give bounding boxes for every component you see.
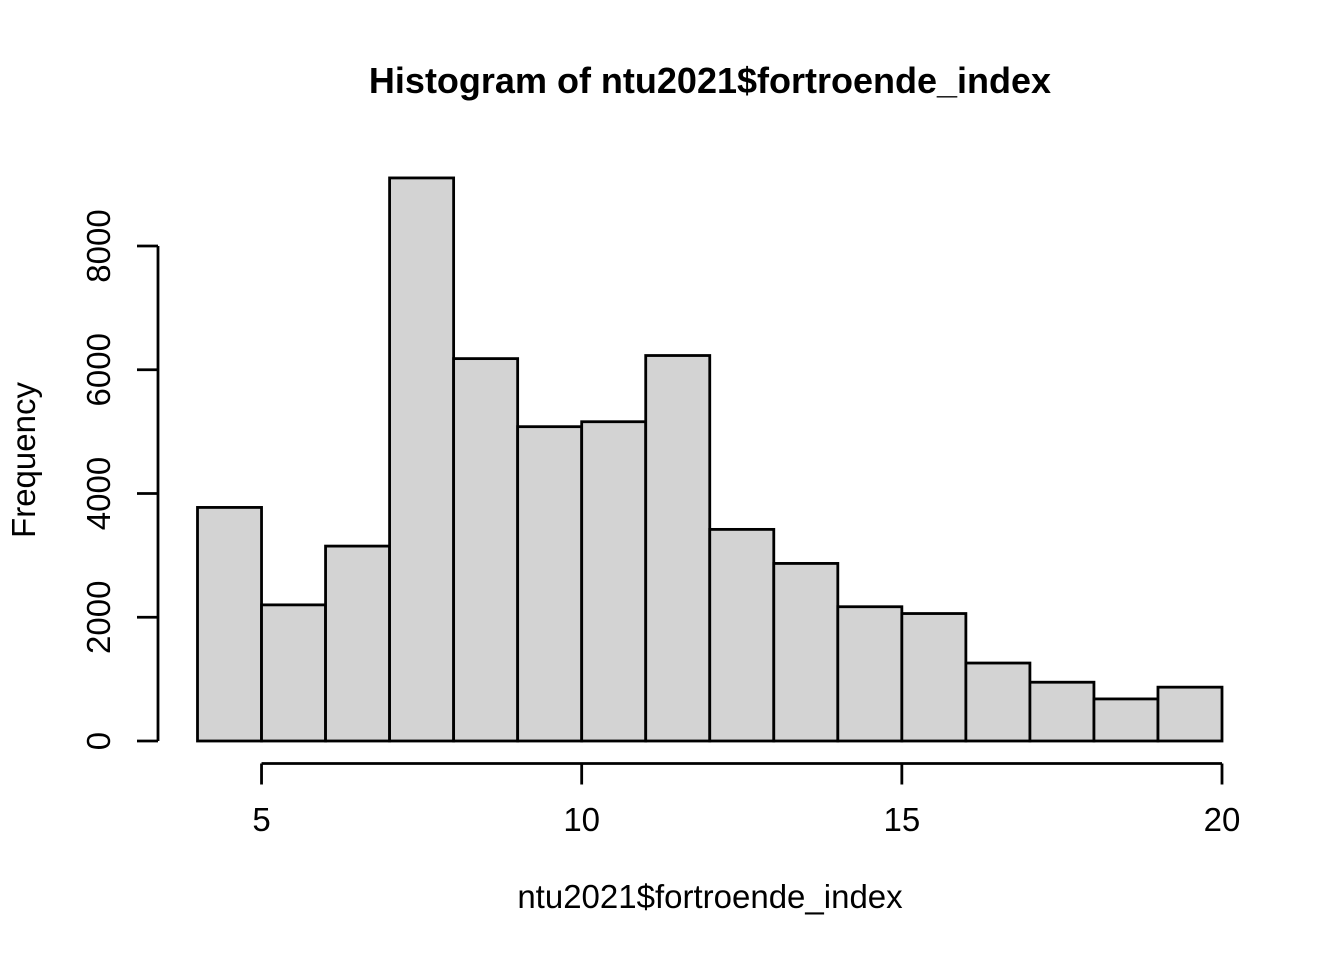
histogram-bar	[1156, 685, 1224, 743]
histogram-bar	[388, 176, 456, 743]
histogram-bar	[1028, 680, 1096, 743]
x-tick-label: 15	[883, 801, 920, 838]
histogram-bar	[324, 544, 391, 743]
y-tick-label: 2000	[80, 581, 117, 654]
histogram-bar	[836, 605, 904, 743]
x-tick-label: 5	[252, 801, 270, 838]
histogram-bar	[1092, 697, 1160, 743]
histogram-bar	[708, 527, 776, 743]
x-tick-label: 20	[1204, 801, 1241, 838]
y-axis-label: Frequency	[5, 382, 42, 538]
y-tick-label: 4000	[80, 457, 117, 530]
bars-layer	[196, 176, 1224, 743]
histogram-bar	[900, 612, 968, 743]
y-tick-label: 8000	[80, 209, 117, 282]
histogram-bar	[196, 506, 263, 743]
histogram-bar	[516, 425, 584, 743]
histogram-bar	[260, 603, 327, 743]
axes-layer: 0 2000 4000 6000 8000 5 10 15 20	[80, 209, 1240, 838]
x-axis-label: ntu2021$fortroende_index	[517, 878, 903, 915]
histogram-bar	[452, 357, 520, 743]
y-tick-label: 6000	[80, 333, 117, 406]
histogram-bar	[964, 661, 1032, 743]
chart-title: Histogram of ntu2021$fortroende_index	[369, 60, 1051, 101]
histogram-bar	[772, 562, 840, 743]
histogram-bar	[580, 420, 648, 743]
x-tick-label: 10	[563, 801, 600, 838]
histogram-bar	[644, 354, 712, 743]
y-tick-label: 0	[80, 732, 117, 750]
